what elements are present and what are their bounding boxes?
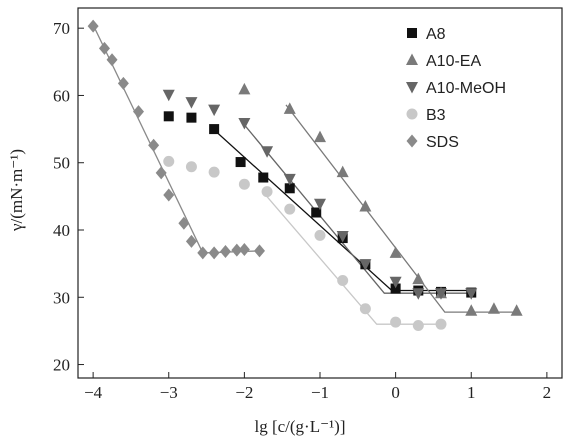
point-a10-meoh xyxy=(238,118,251,130)
point-a10-meoh xyxy=(185,97,198,109)
point-a10-ea xyxy=(238,82,251,95)
point-b3 xyxy=(261,186,273,198)
point-b3 xyxy=(435,318,447,330)
point-sds xyxy=(178,216,190,230)
point-sds xyxy=(106,53,118,67)
point-sds xyxy=(185,234,197,248)
point-sds xyxy=(208,246,220,260)
point-a10-meoh xyxy=(389,276,402,289)
point-a8 xyxy=(209,124,220,135)
point-a10-ea xyxy=(314,130,326,143)
x-tick-label: −2 xyxy=(235,383,253,402)
x-tick-label: 2 xyxy=(543,383,552,402)
y-tick-label: 60 xyxy=(53,86,70,105)
point-a10-meoh xyxy=(208,104,221,117)
legend: A8 A10-EA A10-MeOH B3 SDS xyxy=(406,26,506,151)
point-a10-ea xyxy=(336,165,349,178)
x-tick-label: 0 xyxy=(391,383,400,402)
point-a10-meoh xyxy=(261,146,274,158)
point-b3 xyxy=(208,166,220,178)
point-a8 xyxy=(390,283,401,294)
plot-border xyxy=(77,7,563,379)
legend-marker-a8 xyxy=(407,28,417,38)
legend-label-sds: SDS xyxy=(426,134,459,151)
point-a10-ea xyxy=(412,272,425,285)
point-a10-ea xyxy=(465,304,478,316)
x-axis-label: lg [c/(g·L⁻¹)] xyxy=(254,417,345,436)
point-a10-ea xyxy=(487,302,500,314)
legend-marker-a10-ea xyxy=(406,53,418,65)
point-a10-meoh xyxy=(359,259,372,271)
point-b3 xyxy=(314,229,326,241)
y-tick-label: 20 xyxy=(53,356,70,375)
legend-marker-b3 xyxy=(406,108,418,120)
fit-line-a8 xyxy=(209,125,475,292)
point-a10-meoh xyxy=(465,288,478,300)
y-tick-label: 50 xyxy=(53,154,70,173)
point-a8 xyxy=(311,207,322,218)
point-a8 xyxy=(284,183,295,194)
data-markers xyxy=(87,19,523,332)
legend-marker-sds xyxy=(406,134,418,148)
point-a8 xyxy=(235,157,246,168)
point-a10-meoh xyxy=(162,89,175,102)
point-b3 xyxy=(185,161,197,173)
legend-label-a10-meoh: A10-MeOH xyxy=(426,80,506,97)
x-tick-label: −4 xyxy=(84,383,103,402)
legend-label-a8: A8 xyxy=(426,26,446,43)
y-tick-label: 30 xyxy=(53,288,70,307)
point-a8 xyxy=(163,111,174,122)
point-b3 xyxy=(284,203,296,215)
point-a10-meoh xyxy=(412,288,425,300)
point-b3 xyxy=(390,316,402,328)
point-sds xyxy=(148,138,160,152)
legend-label-a10-ea: A10-EA xyxy=(426,53,481,70)
point-a10-meoh xyxy=(283,173,296,186)
y-axis-label: γ/(mN·m⁻¹) xyxy=(7,149,26,232)
point-a10-ea xyxy=(359,199,372,212)
point-a10-ea xyxy=(283,102,296,114)
point-a8 xyxy=(186,112,197,123)
point-sds xyxy=(254,244,265,258)
y-tick-label: 70 xyxy=(53,19,70,38)
point-b3 xyxy=(163,155,175,167)
point-b3 xyxy=(359,303,371,315)
x-tick-label: −3 xyxy=(160,383,178,402)
point-sds xyxy=(219,245,231,259)
point-sds xyxy=(197,246,209,260)
point-a10-ea xyxy=(389,246,402,258)
point-sds xyxy=(231,243,243,257)
plot-frame xyxy=(77,7,563,379)
fit-line-sds xyxy=(92,24,260,254)
x-tick-label: 1 xyxy=(467,383,476,402)
point-b3 xyxy=(337,274,349,286)
point-sds xyxy=(155,166,167,180)
point-sds xyxy=(98,41,110,55)
axis-ticks: −4 −3 −2 −1 0 1 2 20 30 40 50 60 70 xyxy=(53,19,551,402)
point-b3 xyxy=(412,320,424,332)
point-sds xyxy=(238,243,250,257)
point-sds xyxy=(117,76,129,90)
y-tick-label: 40 xyxy=(53,221,70,240)
point-a10-ea xyxy=(510,304,523,316)
point-a8 xyxy=(258,172,269,183)
point-a10-meoh xyxy=(314,198,326,211)
point-b3 xyxy=(238,178,250,190)
legend-marker-a10-meoh xyxy=(406,82,418,94)
point-sds xyxy=(87,19,99,33)
point-a10-meoh xyxy=(336,231,349,243)
point-sds xyxy=(133,105,144,119)
point-a10-meoh xyxy=(435,288,447,300)
x-tick-label: −1 xyxy=(311,383,329,402)
legend-label-b3: B3 xyxy=(426,107,446,124)
point-sds xyxy=(163,188,175,202)
